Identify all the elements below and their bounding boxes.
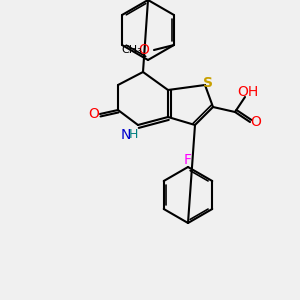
Text: F: F xyxy=(184,153,192,167)
Text: OH: OH xyxy=(237,85,259,99)
Text: S: S xyxy=(203,76,213,90)
Text: CH₃: CH₃ xyxy=(122,45,142,55)
Text: H: H xyxy=(128,128,138,142)
Text: O: O xyxy=(250,115,261,129)
Text: O: O xyxy=(88,107,99,121)
Text: N: N xyxy=(121,128,131,142)
Text: O: O xyxy=(139,43,149,57)
